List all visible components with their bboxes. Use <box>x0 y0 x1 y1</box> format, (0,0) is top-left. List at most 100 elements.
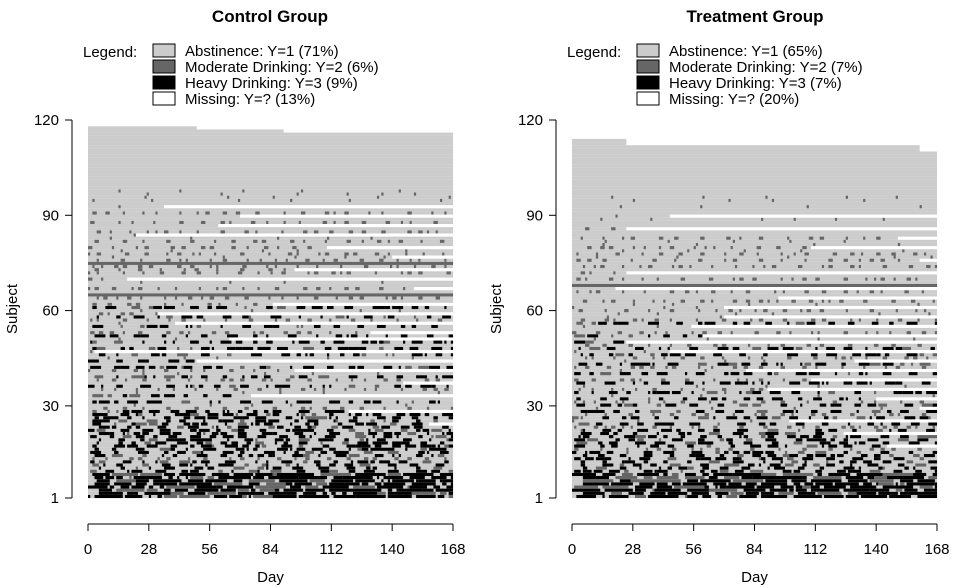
heavy-drinking-run <box>135 425 141 429</box>
y-tick-label: 1 <box>51 490 59 507</box>
heavy-drinking-run <box>383 435 393 439</box>
heavy-drinking-run <box>726 438 733 442</box>
heavy-drinking-run <box>135 365 145 369</box>
moderate-drinking-run <box>181 365 184 369</box>
moderate-drinking-run <box>615 252 620 256</box>
moderate-drinking-run <box>444 264 447 269</box>
moderate-drinking-run <box>248 469 258 473</box>
missing-run <box>669 349 938 354</box>
moderate-drinking-run <box>641 277 644 281</box>
heavy-drinking-run <box>166 384 175 388</box>
moderate-drinking-run <box>148 438 158 442</box>
moderate-drinking-run <box>303 239 306 243</box>
moderate-drinking-run <box>856 416 866 420</box>
heavy-drinking-run <box>250 353 262 357</box>
heavy-drinking-run <box>721 397 727 401</box>
heavy-drinking-run <box>713 428 720 432</box>
heavy-drinking-run <box>172 431 182 436</box>
moderate-drinking-run <box>131 353 139 357</box>
heavy-drinking-run <box>92 412 102 417</box>
heavy-drinking-run <box>815 346 818 350</box>
moderate-drinking-run <box>105 211 110 215</box>
moderate-drinking-run <box>576 290 579 294</box>
moderate-drinking-run <box>418 230 423 234</box>
moderate-drinking-run <box>137 412 143 417</box>
moderate-drinking-run <box>257 271 260 275</box>
heavy-drinking-run <box>285 438 291 442</box>
heavy-drinking-run <box>635 488 646 492</box>
x-tick: 28 <box>140 524 157 558</box>
heavy-drinking-run <box>205 409 210 413</box>
heavy-drinking-run <box>726 450 729 454</box>
moderate-drinking-run <box>893 277 896 281</box>
heavy-drinking-run <box>109 334 119 338</box>
heavy-drinking-run <box>153 305 158 310</box>
heavy-drinking-run <box>244 438 254 442</box>
moderate-drinking-run <box>654 331 657 335</box>
heavy-drinking-run <box>424 353 427 357</box>
moderate-drinking-run <box>639 365 644 369</box>
heavy-drinking-run <box>580 460 586 464</box>
heavy-drinking-run <box>630 362 642 366</box>
moderate-drinking-run <box>283 211 286 215</box>
missing-run <box>810 378 938 382</box>
heavy-drinking-run <box>120 466 125 470</box>
heavy-drinking-run <box>296 447 306 451</box>
heavy-drinking-run <box>268 475 299 480</box>
heavy-drinking-run <box>867 475 875 480</box>
moderate-drinking-run <box>118 419 128 423</box>
heavy-drinking-run <box>826 353 838 357</box>
subject-row-abstinence <box>88 309 454 313</box>
subject-row-abstinence <box>88 132 454 136</box>
moderate-drinking-run <box>96 296 99 300</box>
heavy-drinking-run <box>704 485 709 489</box>
heavy-drinking-run <box>621 460 625 464</box>
heavy-drinking-run <box>444 340 447 344</box>
moderate-drinking-run <box>828 258 833 262</box>
moderate-drinking-run <box>913 337 916 341</box>
heavy-drinking-run <box>220 453 223 458</box>
moderate-drinking-run <box>802 485 812 489</box>
heavy-drinking-run <box>253 447 258 451</box>
moderate-drinking-run <box>322 390 325 395</box>
heavy-drinking-run <box>446 485 454 489</box>
moderate-drinking-run <box>621 277 625 281</box>
heavy-drinking-run <box>200 346 210 350</box>
moderate-drinking-run <box>166 239 171 243</box>
heavy-drinking-run <box>600 397 607 401</box>
moderate-drinking-run <box>695 290 699 294</box>
heavy-drinking-run <box>854 441 857 445</box>
missing-run <box>135 233 454 237</box>
moderate-drinking-run <box>361 239 364 243</box>
moderate-drinking-run <box>602 485 629 489</box>
moderate-drinking-run <box>285 258 288 262</box>
heavy-drinking-run <box>431 346 443 350</box>
moderate-drinking-run <box>880 406 883 410</box>
heavy-drinking-run <box>780 485 794 489</box>
heavy-drinking-run <box>190 438 202 442</box>
heavy-drinking-run <box>858 362 870 366</box>
moderate-drinking-run <box>611 425 616 429</box>
heavy-drinking-run <box>111 447 117 451</box>
heavy-drinking-run <box>120 346 125 350</box>
moderate-drinking-run <box>129 394 141 398</box>
moderate-drinking-run <box>129 457 134 461</box>
heavy-drinking-run <box>209 435 217 439</box>
moderate-drinking-run <box>585 277 588 281</box>
heavy-drinking-run <box>159 324 169 328</box>
moderate-drinking-run <box>303 460 308 464</box>
heavy-drinking-run <box>843 444 853 448</box>
moderate-drinking-run <box>630 365 636 369</box>
moderate-drinking-run <box>374 387 378 391</box>
heavy-drinking-run <box>342 425 354 429</box>
heavy-drinking-run <box>316 463 321 467</box>
legend-label-moderate-drinking: Moderate Drinking: Y=2 (7%) <box>669 59 863 76</box>
heavy-drinking-run <box>743 488 766 492</box>
moderate-drinking-run <box>730 290 733 294</box>
moderate-drinking-run <box>422 460 432 464</box>
heavy-drinking-run <box>771 457 783 461</box>
moderate-drinking-run <box>808 299 814 303</box>
moderate-drinking-run <box>164 230 169 234</box>
heavy-drinking-run <box>151 394 160 398</box>
heavy-drinking-run <box>613 409 620 413</box>
